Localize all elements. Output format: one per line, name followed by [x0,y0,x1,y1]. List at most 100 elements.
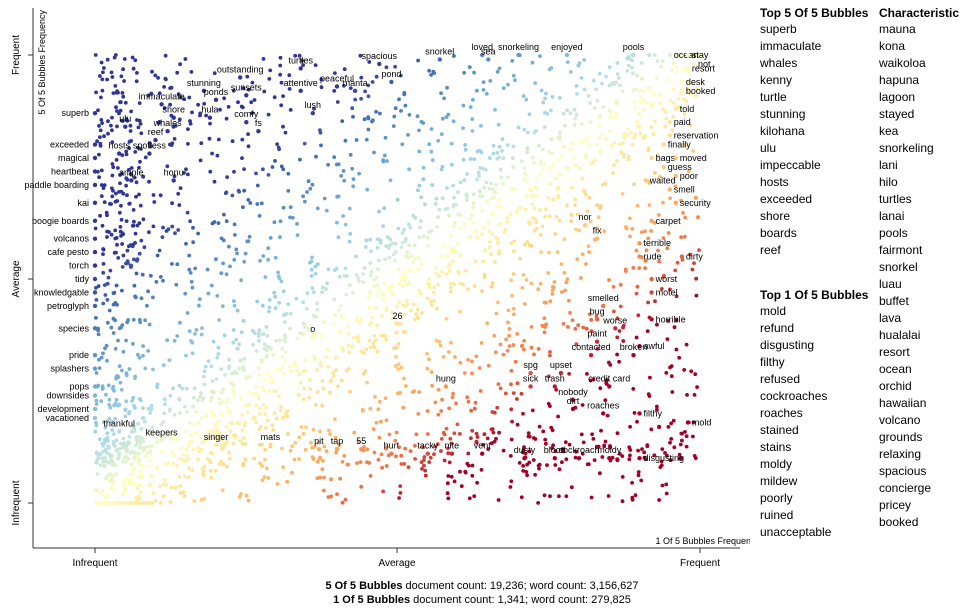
term-point[interactable] [366,94,371,99]
term-point[interactable] [100,77,105,82]
term-point[interactable] [472,284,477,288]
term-point[interactable] [639,76,644,81]
term-point[interactable] [347,283,352,287]
term-point[interactable] [252,456,257,461]
term-point[interactable] [247,234,252,239]
term-point[interactable] [128,172,133,176]
term-point[interactable] [230,193,235,198]
term-point[interactable] [239,492,243,496]
term-point[interactable] [320,290,324,294]
term-point[interactable] [110,194,115,199]
term-point[interactable] [575,212,580,217]
top-1-item[interactable]: roaches [760,406,803,420]
term-point[interactable] [359,75,364,80]
term-point[interactable] [480,289,484,293]
term-point[interactable] [333,435,338,440]
term-point[interactable] [170,262,174,266]
term-point[interactable] [124,371,129,376]
term-point[interactable] [235,308,240,313]
term-point[interactable] [608,115,612,120]
term-point[interactable] [239,104,244,109]
characteristic-item[interactable]: lava [879,311,902,325]
term-point[interactable] [527,112,532,117]
term-point[interactable] [545,463,549,467]
term-point[interactable] [128,123,133,128]
term-point[interactable] [244,493,249,498]
term-point[interactable] [458,360,463,365]
term-point[interactable] [286,189,291,193]
labeled-point[interactable] [310,111,315,116]
term-point[interactable] [439,132,444,137]
term-point[interactable] [266,246,271,251]
term-point[interactable] [517,461,522,465]
term-point[interactable] [544,207,548,212]
term-point[interactable] [381,290,386,295]
term-point[interactable] [318,429,322,434]
term-point[interactable] [470,117,475,121]
term-point[interactable] [664,116,669,121]
term-point[interactable] [258,461,262,466]
term-point[interactable] [260,478,265,483]
term-point[interactable] [533,81,538,85]
term-point[interactable] [550,446,554,450]
term-point[interactable] [431,290,436,295]
term-point[interactable] [127,482,132,486]
term-point[interactable] [134,451,138,456]
term-point[interactable] [333,355,338,360]
term-point[interactable] [259,201,264,206]
term-point[interactable] [419,195,424,200]
term-point[interactable] [662,273,666,278]
term-point[interactable] [136,352,140,357]
term-point[interactable] [295,222,299,226]
term-point[interactable] [615,72,620,76]
term-point[interactable] [110,128,114,133]
term-point[interactable] [383,153,387,158]
term-point[interactable] [343,138,348,143]
term-point[interactable] [618,304,623,309]
term-point[interactable] [201,374,206,379]
term-point[interactable] [345,462,350,467]
term-point[interactable] [98,213,102,218]
term-point[interactable] [280,346,285,351]
term-point[interactable] [606,494,611,498]
term-point[interactable] [366,83,371,88]
term-point[interactable] [516,125,521,130]
term-point[interactable] [649,229,653,233]
term-point[interactable] [441,355,446,359]
term-point[interactable] [348,152,353,157]
term-point[interactable] [620,499,625,504]
labeled-point[interactable] [570,406,576,412]
term-point[interactable] [258,412,262,416]
term-point[interactable] [452,195,456,200]
term-point[interactable] [288,215,292,220]
term-point[interactable] [660,483,665,488]
term-point[interactable] [653,119,657,124]
term-point[interactable] [548,166,552,171]
term-point[interactable] [574,112,579,117]
term-point[interactable] [100,384,105,388]
term-point[interactable] [215,294,220,298]
term-point[interactable] [151,367,155,372]
term-point[interactable] [192,386,197,391]
term-point[interactable] [281,465,285,469]
term-point[interactable] [130,449,135,454]
term-point[interactable] [95,139,99,144]
term-point[interactable] [432,444,437,449]
term-point[interactable] [480,208,485,213]
term-point[interactable] [384,244,388,248]
term-point[interactable] [522,177,527,182]
term-point[interactable] [578,166,582,171]
term-point[interactable] [400,240,405,245]
term-point[interactable] [465,461,470,466]
term-point[interactable] [449,141,454,146]
term-point[interactable] [381,158,385,163]
term-point[interactable] [103,425,108,430]
term-point[interactable] [425,296,430,301]
term-point[interactable] [316,440,321,445]
term-point[interactable] [451,391,455,396]
term-point[interactable] [538,54,542,58]
term-point[interactable] [570,141,574,146]
term-point[interactable] [324,208,329,213]
term-point[interactable] [498,167,503,172]
term-point[interactable] [238,358,243,363]
